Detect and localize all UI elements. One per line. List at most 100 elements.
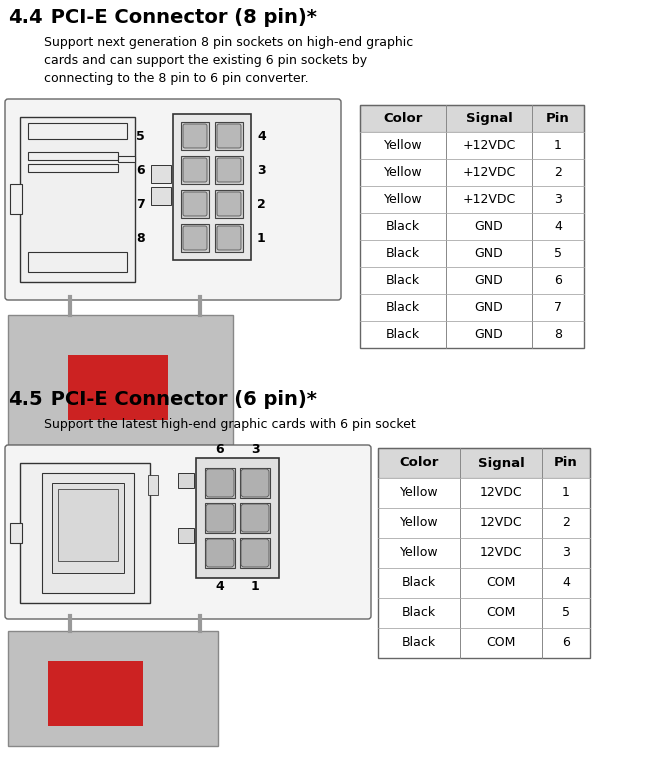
Text: 8: 8 xyxy=(554,328,562,341)
Text: 12VDC: 12VDC xyxy=(480,546,522,559)
Bar xyxy=(378,508,590,538)
Text: Pin: Pin xyxy=(554,457,578,470)
Bar xyxy=(178,528,194,543)
Text: GND: GND xyxy=(474,274,503,287)
Bar xyxy=(360,159,584,186)
Text: Signal: Signal xyxy=(478,457,524,470)
Text: +12VDC: +12VDC xyxy=(463,193,516,206)
Bar xyxy=(148,475,158,495)
Text: Black: Black xyxy=(386,220,420,233)
Text: 3: 3 xyxy=(251,443,259,456)
FancyBboxPatch shape xyxy=(206,539,234,567)
Text: Yellow: Yellow xyxy=(384,166,422,179)
Bar xyxy=(360,294,584,321)
FancyBboxPatch shape xyxy=(206,504,234,532)
Text: GND: GND xyxy=(474,220,503,233)
Bar xyxy=(58,489,118,561)
Text: Black: Black xyxy=(386,328,420,341)
Text: 3: 3 xyxy=(554,193,562,206)
Bar xyxy=(378,478,590,508)
FancyBboxPatch shape xyxy=(217,192,241,216)
Text: 1: 1 xyxy=(257,232,266,245)
Bar xyxy=(378,628,590,658)
FancyBboxPatch shape xyxy=(217,226,241,250)
Bar xyxy=(181,156,209,184)
Bar xyxy=(178,473,194,488)
Text: Yellow: Yellow xyxy=(400,486,438,499)
FancyBboxPatch shape xyxy=(183,226,207,250)
Text: Color: Color xyxy=(384,112,422,125)
FancyBboxPatch shape xyxy=(241,469,269,497)
Bar xyxy=(196,458,279,578)
Text: PCI-E Connector (8 pin)*: PCI-E Connector (8 pin)* xyxy=(44,8,317,27)
Bar xyxy=(173,114,251,260)
Text: 2: 2 xyxy=(562,517,570,530)
Bar xyxy=(28,164,118,172)
Text: 6: 6 xyxy=(554,274,562,287)
Bar xyxy=(215,122,243,150)
Bar xyxy=(151,165,171,183)
FancyBboxPatch shape xyxy=(217,124,241,148)
Bar xyxy=(205,538,235,568)
Text: Black: Black xyxy=(402,577,436,590)
Text: cards and can support the existing 6 pin sockets by: cards and can support the existing 6 pin… xyxy=(44,54,367,67)
Text: Black: Black xyxy=(386,247,420,260)
Text: Yellow: Yellow xyxy=(400,517,438,530)
Bar xyxy=(360,213,584,240)
FancyBboxPatch shape xyxy=(241,539,269,567)
Bar xyxy=(240,468,270,498)
Text: 5: 5 xyxy=(136,129,145,143)
Text: 8: 8 xyxy=(136,232,145,245)
Bar xyxy=(8,315,233,445)
Text: +12VDC: +12VDC xyxy=(463,139,516,152)
Text: Pin: Pin xyxy=(546,112,570,125)
Bar xyxy=(378,598,590,628)
FancyBboxPatch shape xyxy=(206,469,234,497)
Text: 1: 1 xyxy=(554,139,562,152)
Text: Yellow: Yellow xyxy=(400,546,438,559)
Bar xyxy=(20,463,150,603)
Bar xyxy=(28,123,127,139)
Text: Black: Black xyxy=(386,301,420,314)
Text: PCI-E Connector (6 pin)*: PCI-E Connector (6 pin)* xyxy=(44,390,317,409)
Bar xyxy=(52,483,124,573)
Bar xyxy=(20,117,135,282)
Bar xyxy=(215,224,243,252)
FancyBboxPatch shape xyxy=(183,124,207,148)
Text: Black: Black xyxy=(402,606,436,619)
Bar xyxy=(10,523,22,543)
FancyBboxPatch shape xyxy=(5,99,341,300)
Bar xyxy=(360,105,584,348)
Text: Yellow: Yellow xyxy=(384,193,422,206)
FancyBboxPatch shape xyxy=(241,504,269,532)
Bar xyxy=(181,190,209,218)
Text: 2: 2 xyxy=(257,198,266,211)
Text: 12VDC: 12VDC xyxy=(480,486,522,499)
Bar xyxy=(215,156,243,184)
Text: +12VDC: +12VDC xyxy=(463,166,516,179)
Text: Signal: Signal xyxy=(466,112,513,125)
Text: 6: 6 xyxy=(136,163,145,176)
Bar xyxy=(378,568,590,598)
Text: 4: 4 xyxy=(216,580,224,593)
Bar xyxy=(240,503,270,533)
Bar xyxy=(360,132,584,159)
Bar xyxy=(360,105,584,132)
Text: 1: 1 xyxy=(562,486,570,499)
Bar xyxy=(10,184,22,214)
Text: 4.5: 4.5 xyxy=(8,390,43,409)
Text: 1: 1 xyxy=(251,580,259,593)
FancyBboxPatch shape xyxy=(183,192,207,216)
Bar xyxy=(48,661,143,726)
FancyBboxPatch shape xyxy=(217,158,241,182)
Bar xyxy=(42,473,134,593)
FancyBboxPatch shape xyxy=(5,445,371,619)
Text: 12VDC: 12VDC xyxy=(480,517,522,530)
Bar xyxy=(8,631,218,746)
Text: Yellow: Yellow xyxy=(384,139,422,152)
Bar xyxy=(378,448,590,658)
Bar xyxy=(360,186,584,213)
Text: Support the latest high-end graphic cards with 6 pin socket: Support the latest high-end graphic card… xyxy=(44,418,416,431)
Bar xyxy=(378,448,590,478)
Text: COM: COM xyxy=(486,577,516,590)
